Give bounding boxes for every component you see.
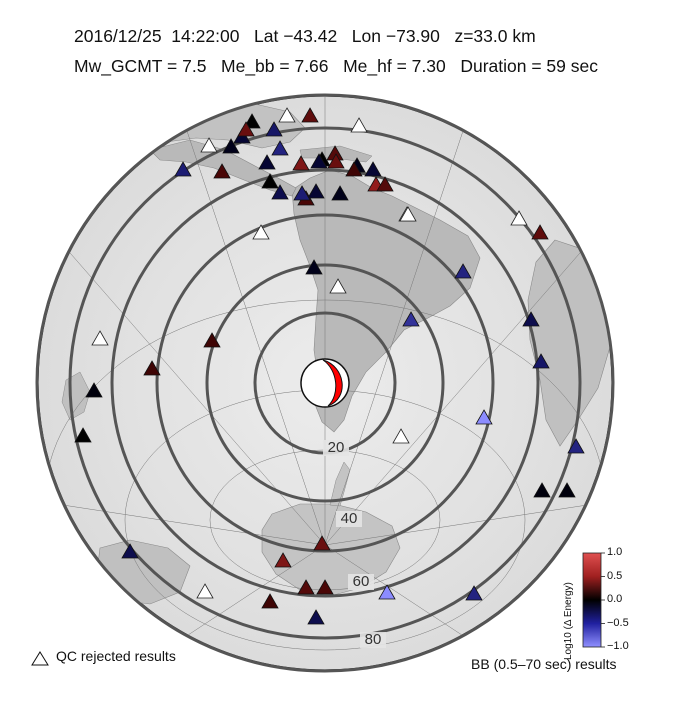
station-marker xyxy=(558,482,576,498)
distance-ring xyxy=(155,213,495,553)
colorbar-title: Log10 (Δ Energy) xyxy=(563,582,574,660)
distance-ring xyxy=(68,126,582,640)
colorbar-tick-4: −0.5 xyxy=(607,617,629,629)
station-marker xyxy=(261,593,279,609)
station-marker xyxy=(271,140,289,156)
station-qc-rejected-marker xyxy=(392,428,410,444)
distance-ring xyxy=(205,263,445,503)
station-marker xyxy=(143,360,161,376)
bb-legend-label: BB (0.5–70 sec) results xyxy=(471,656,617,672)
ring-label-bg xyxy=(360,632,386,648)
station-marker xyxy=(345,161,363,177)
station-marker xyxy=(567,438,585,454)
station-marker xyxy=(271,184,289,200)
station-marker xyxy=(316,579,334,595)
station-marker xyxy=(475,409,493,425)
colorbar-ticks-marks xyxy=(601,552,605,648)
distance-ring xyxy=(35,93,615,673)
ring-label: 60 xyxy=(353,573,370,590)
station-marker xyxy=(378,584,396,600)
station-qc-rejected-marker xyxy=(200,137,218,153)
ring-label-bg xyxy=(323,440,349,456)
colorbar-tick-5: −1.0 xyxy=(607,640,629,652)
station-marker xyxy=(522,311,540,327)
station-marker xyxy=(203,332,221,348)
station-qc-rejected-marker xyxy=(278,107,296,123)
station-qc-rejected-marker xyxy=(91,330,109,346)
station-marker xyxy=(307,183,325,199)
station-marker xyxy=(313,535,331,551)
station-marker xyxy=(222,138,240,154)
station-marker xyxy=(274,552,292,568)
station-marker xyxy=(364,161,382,177)
station-marker xyxy=(297,579,315,595)
station-marker xyxy=(307,609,325,625)
colorbar-tick-3: 0.0 xyxy=(607,593,623,605)
station-marker xyxy=(465,585,483,601)
colorbar xyxy=(582,552,602,648)
station-qc-rejected-marker xyxy=(510,210,528,226)
station-marker xyxy=(327,153,345,169)
station-marker xyxy=(331,185,349,201)
station-marker xyxy=(85,382,103,398)
station-marker xyxy=(265,121,283,137)
ring-label-bg xyxy=(348,574,374,590)
station-marker xyxy=(301,107,319,123)
stations-layer xyxy=(74,107,585,625)
event-header-line1: 2016/12/25 14:22:00 Lat −43.42 Lon −73.9… xyxy=(74,26,536,46)
colorbar-tick-2: 0.5 xyxy=(607,570,623,582)
station-marker xyxy=(376,176,394,192)
distance-ring xyxy=(110,168,540,598)
station-marker xyxy=(174,161,192,177)
station-marker xyxy=(305,259,323,275)
distance-rings xyxy=(35,93,615,673)
ring-labels: 20 40 60 80 xyxy=(323,439,386,648)
station-qc-rejected-marker xyxy=(252,224,270,240)
station-marker xyxy=(237,121,255,137)
station-marker xyxy=(258,154,276,170)
ring-label: 40 xyxy=(341,510,358,527)
station-marker xyxy=(402,311,420,327)
station-qc-rejected-marker xyxy=(329,278,347,294)
station-marker xyxy=(74,427,92,443)
colorbar-tick-1: 1.0 xyxy=(607,546,623,558)
station-marker xyxy=(121,543,139,559)
station-marker xyxy=(243,113,261,129)
station-marker xyxy=(310,153,328,169)
station-marker xyxy=(292,155,310,171)
station-marker xyxy=(533,482,551,498)
station-qc-rejected-marker xyxy=(350,117,368,133)
station-marker xyxy=(454,263,472,279)
qc-legend-icon xyxy=(31,651,49,666)
focal-mechanism-beachball xyxy=(300,358,350,408)
station-marker xyxy=(213,163,231,179)
ring-label: 80 xyxy=(365,631,382,648)
ring-label-bg xyxy=(336,511,362,527)
station-marker xyxy=(531,224,549,240)
station-qc-rejected-marker xyxy=(399,206,417,222)
ring-label: 20 xyxy=(328,439,345,456)
station-marker xyxy=(532,353,550,369)
station-marker xyxy=(293,185,311,201)
event-header-line2: Mw_GCMT = 7.5 Me_bb = 7.66 Me_hf = 7.30 … xyxy=(74,56,598,76)
qc-legend-label: QC rejected results xyxy=(56,648,176,664)
station-qc-rejected-marker xyxy=(196,583,214,599)
station-marker xyxy=(261,173,279,189)
